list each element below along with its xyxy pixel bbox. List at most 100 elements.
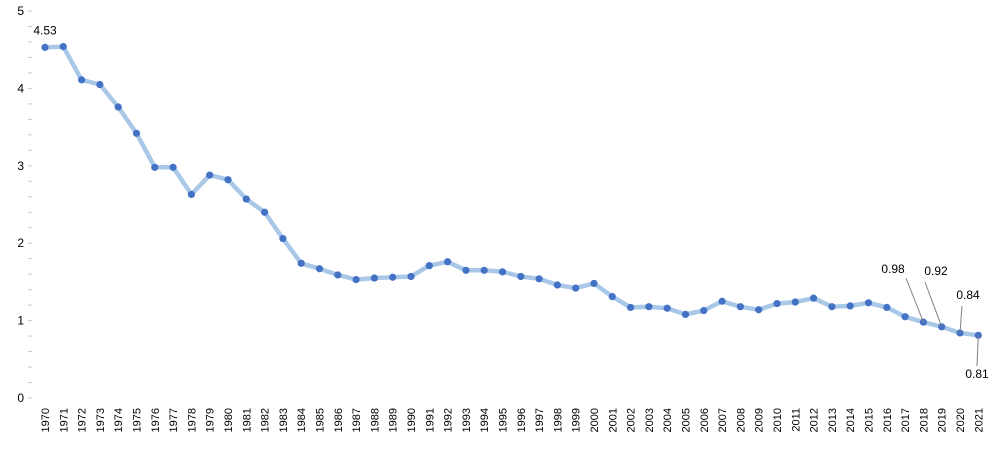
data-label-leader [905,277,924,323]
x-tick-label: 2015 [864,408,876,432]
x-tick-label: 2017 [900,408,912,432]
data-point [370,274,378,282]
y-tick-label: 5 [17,4,24,18]
y-tick-label: 1 [17,314,24,328]
x-tick-label: 1996 [516,408,528,432]
x-tick-label: 1992 [443,408,455,432]
y-axis: 0 1 2 3 4 5 [17,4,32,405]
data-point [736,303,745,311]
data-point [700,306,708,315]
x-tick-label: 1978 [186,408,198,432]
data-point [151,163,159,171]
x-tick-label: 1975 [132,408,144,432]
data-point [261,208,269,216]
data-label-leader [976,335,979,367]
data-point [773,299,781,308]
data-label: 0.98 [881,262,905,276]
data-point [517,272,525,281]
x-tick-label: 1998 [552,408,564,432]
data-point [828,303,836,311]
data-label: 0.81 [965,367,989,381]
x-tick-label: 1988 [369,408,381,432]
x-tick-label: 1972 [77,408,89,432]
data-point [718,297,726,305]
x-tick-label: 2008 [735,408,747,432]
x-tick-label: 1991 [424,408,436,432]
data-point [810,294,818,302]
data-point [315,265,324,273]
x-tick-label: 1979 [205,408,217,432]
data-label: 0.92 [924,264,948,278]
data-point [407,272,415,281]
data-point [41,43,49,51]
data-point [480,266,488,274]
data-point [791,298,799,306]
series-group [41,43,982,339]
x-tick-label: 1993 [461,408,473,432]
data-label: 4.53 [33,23,57,37]
x-tick-label: 2021 [973,408,985,432]
y-tick-label: 3 [17,159,24,173]
data-point [352,275,360,284]
data-point [864,299,873,307]
data-point [645,303,653,311]
data-point [883,303,891,312]
data-point [224,176,232,184]
data-point [572,284,580,292]
data-point [627,303,635,312]
data-point [425,262,433,270]
y-tick-label: 0 [17,391,24,405]
x-tick-label: 2006 [699,408,711,432]
x-tick-label: 1986 [333,408,345,432]
x-tick-label: 2002 [626,408,638,432]
data-point [974,331,982,339]
data-point [187,190,195,199]
data-point [681,310,690,319]
data-point [535,275,543,283]
x-tick-label: 2001 [607,408,619,432]
x-tick-label: 2013 [827,408,839,432]
x-tick-label: 1984 [296,408,308,432]
x-tick-label: 2004 [662,408,674,432]
x-tick-label: 1970 [40,408,52,432]
data-point [169,163,177,171]
x-axis: 1970 1971 1972 1973 1974 1975 1976 1977 1978 1979… [40,408,985,432]
x-tick-label: 1980 [223,408,235,432]
data-point [608,293,616,301]
data-point [96,80,104,89]
data-point [59,43,67,51]
data-point [206,171,214,179]
x-tick-label: 1995 [498,408,510,432]
x-tick-label: 2016 [882,408,894,432]
data-point [389,273,397,281]
data-label: 0.84 [956,288,980,302]
data-point [462,266,470,274]
data-point [663,304,671,312]
data-point [846,302,854,310]
x-tick-label: 1987 [351,408,363,432]
data-point [498,268,507,276]
data-point [279,234,287,243]
x-tick-label: 1999 [571,408,583,432]
x-tick-label: 1997 [534,408,546,432]
x-tick-label: 2020 [955,408,967,432]
data-point [114,103,122,111]
x-tick-label: 2007 [717,408,729,432]
data-point [132,129,141,137]
data-point [242,195,250,203]
x-tick-label: 2010 [772,408,784,432]
data-point [901,313,909,321]
x-tick-label: 2009 [754,408,766,432]
x-tick-label: 2014 [845,408,857,432]
x-tick-label: 1981 [241,408,253,432]
data-labels: 4.53 0.98 0.92 0.84 0.81 [33,23,989,381]
data-point [590,279,598,288]
x-tick-label: 2003 [644,408,656,432]
x-tick-label: 1974 [113,408,125,432]
x-tick-label: 2005 [681,408,693,432]
x-tick-label: 1976 [150,408,162,432]
series-line [42,44,981,338]
data-point [334,271,342,279]
x-tick-label: 2000 [589,408,601,432]
